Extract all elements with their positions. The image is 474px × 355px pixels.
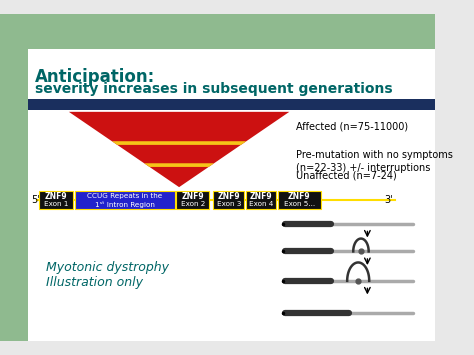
Text: 1ˢᵗ Intron Region: 1ˢᵗ Intron Region <box>95 201 155 208</box>
Text: ZNF9: ZNF9 <box>288 192 311 201</box>
Polygon shape <box>69 112 289 187</box>
FancyBboxPatch shape <box>0 15 435 51</box>
Text: 5': 5' <box>31 195 40 205</box>
Bar <box>246 191 275 209</box>
Bar <box>278 191 320 209</box>
FancyBboxPatch shape <box>0 15 27 340</box>
FancyBboxPatch shape <box>27 49 435 340</box>
Text: Exon 1: Exon 1 <box>44 201 68 207</box>
Polygon shape <box>144 163 214 167</box>
Text: Exon 2: Exon 2 <box>181 201 205 207</box>
FancyBboxPatch shape <box>27 99 435 110</box>
Text: Pre-mutation with no symptoms
(n=22-33) +/- interruptions: Pre-mutation with no symptoms (n=22-33) … <box>296 151 453 173</box>
Text: Exon 4: Exon 4 <box>249 201 273 207</box>
Text: Myotonic dystrophy: Myotonic dystrophy <box>46 261 169 274</box>
Polygon shape <box>112 141 246 145</box>
Bar <box>38 191 73 209</box>
Text: Exon 5...: Exon 5... <box>284 201 315 207</box>
Text: Anticipation:: Anticipation: <box>35 68 155 86</box>
Text: 3': 3' <box>384 195 392 205</box>
Text: Illustration only: Illustration only <box>46 276 143 289</box>
Text: ZNF9: ZNF9 <box>45 192 67 201</box>
Text: ZNF9: ZNF9 <box>218 192 240 201</box>
Bar <box>75 191 174 209</box>
Bar <box>213 191 244 209</box>
Bar <box>176 191 210 209</box>
Text: severity increases in subsequent generations: severity increases in subsequent generat… <box>35 82 392 97</box>
Text: ZNF9: ZNF9 <box>249 192 272 201</box>
Text: Affected (n=75-11000): Affected (n=75-11000) <box>296 121 408 131</box>
Text: Unaffected (n=7-24): Unaffected (n=7-24) <box>296 170 396 180</box>
Text: Exon 3: Exon 3 <box>217 201 241 207</box>
Text: CCUG Repeats in the: CCUG Repeats in the <box>87 193 163 199</box>
Text: ZNF9: ZNF9 <box>182 192 204 201</box>
